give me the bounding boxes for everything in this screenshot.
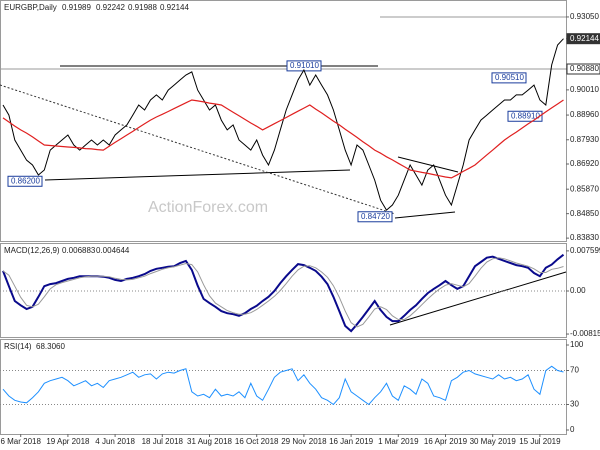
rsi-title: RSI(14) (4, 342, 32, 351)
trendline (0, 84, 396, 215)
x-tick-label: 16 Apr 2019 (424, 437, 468, 446)
y-tick-label: 100 (570, 340, 584, 349)
series-line (2, 365, 564, 406)
y-tick-label: 0.007599 (570, 246, 600, 255)
annotation-box (7, 175, 43, 187)
watermark: ActionForex.com (148, 199, 268, 216)
x-tick-label: 6 Mar 2018 (0, 437, 41, 446)
y-tick-label: 0.87930 (570, 135, 599, 144)
x-tick-label: 19 Apr 2018 (46, 437, 90, 446)
annotation-box (357, 211, 393, 223)
header-value: 0.92242 (96, 3, 125, 12)
price-panel (0, 0, 567, 242)
annotation-box (507, 110, 543, 122)
x-tick-label: 31 Aug 2018 (187, 437, 232, 446)
y-tick-label: 0.92144 (570, 34, 599, 43)
rsi-panel (0, 339, 567, 435)
trendline (394, 211, 456, 219)
series-line (2, 253, 565, 333)
y-tick-label: 0 (570, 425, 575, 434)
header-value: 0.004644 (96, 246, 130, 255)
header-value: 0.91988 (128, 3, 157, 12)
header-value: 0.006883 (62, 246, 96, 255)
annotation: 0.90510 (495, 73, 524, 82)
x-tick-label: 30 May 2019 (470, 437, 517, 446)
header-value: 0.92144 (160, 3, 189, 12)
x-tick-label: 18 Jul 2018 (142, 437, 184, 446)
y-tick-label: 0.86920 (570, 159, 599, 168)
y-tick-label: 0.84850 (570, 209, 599, 218)
y-tick-label: 30 (570, 400, 579, 409)
y-tick-label: 0.93050 (570, 12, 599, 21)
series-line (2, 257, 564, 328)
macd-panel (0, 243, 567, 338)
price-title: EURGBP,Daily (4, 3, 57, 12)
header-value: 68.3060 (36, 342, 65, 351)
series-line (2, 99, 564, 179)
x-tick-label: 4 Jun 2018 (95, 437, 135, 446)
x-tick-label: 29 Nov 2018 (281, 437, 327, 446)
x-tick-label: 15 Jul 2019 (519, 437, 561, 446)
trendline (397, 156, 459, 173)
x-tick-label: 16 Oct 2018 (235, 437, 279, 446)
header: EURGBP,Daily MACD(12,26,9) RSI(14) (4, 3, 60, 351)
macd-title: MACD(12,26,9) (4, 246, 60, 255)
x-tick-label: 16 Jan 2019 (329, 437, 374, 446)
y-tick-label: 0.88960 (570, 110, 599, 119)
y-tick-label: 70 (570, 366, 579, 375)
annotation: 0.86200 (11, 176, 40, 185)
price-box (566, 33, 600, 45)
y-tick-label: 0.90010 (570, 85, 599, 94)
y-tick-label: 0.83830 (570, 233, 599, 242)
price-box (566, 63, 600, 75)
y-tick-label: 0.00 (570, 286, 586, 295)
trendline (389, 271, 567, 326)
series-line (2, 38, 564, 211)
header-value: 0.91989 (62, 3, 91, 12)
y-tick-label: -0.00815 (570, 329, 600, 338)
x-tick-label: 1 Mar 2019 (378, 437, 419, 446)
trendline (44, 169, 351, 181)
annotation: 0.88910 (511, 111, 540, 120)
annotation-box (491, 72, 527, 84)
y-tick-label: 0.90880 (570, 64, 599, 73)
annotation: 0.91010 (290, 61, 319, 70)
annotation: 0.84720 (361, 212, 390, 221)
y-tick-label: 0.85870 (570, 184, 599, 193)
